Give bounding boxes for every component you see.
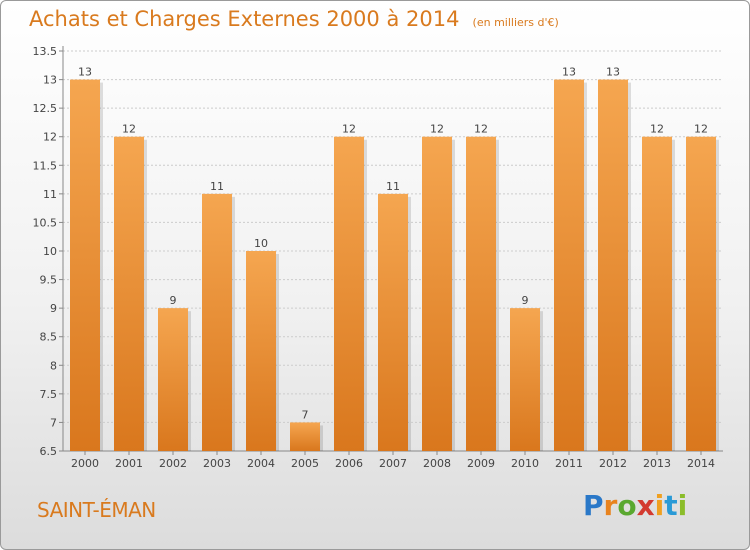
logo-letter: r [603,489,618,522]
y-tick-label: 12 [43,131,57,144]
x-tick-label: 2000 [71,457,99,470]
bar-value-label: 12 [474,123,488,136]
y-tick-label: 9 [50,302,57,315]
x-tick-label: 2006 [335,457,363,470]
bar-2005 [290,422,320,451]
bar-value-label: 9 [170,294,177,307]
logo-letter: P [583,489,604,522]
x-tick-label: 2010 [511,457,539,470]
bar-value-label: 7 [302,408,309,421]
x-tick-label: 2013 [643,457,671,470]
y-tick-label: 7 [50,416,57,429]
logo-letter: i [654,489,665,522]
bar-value-label: 12 [342,123,356,136]
bar-value-label: 12 [430,123,444,136]
bar-value-label: 11 [386,180,400,193]
y-tick-label: 10.5 [33,216,58,229]
bar-value-label: 12 [122,123,136,136]
proxiti-logo: Proxiti [583,489,687,522]
bar-value-label: 12 [650,123,664,136]
y-tick-label: 9.5 [40,274,58,287]
y-tick-label: 8.5 [40,331,58,344]
bar-2010 [510,308,540,451]
location-name: SAINT-ÉMAN [37,498,156,522]
y-tick-label: 13.5 [33,45,58,58]
bar-2002 [158,308,188,451]
x-tick-label: 2008 [423,457,451,470]
bar-value-label: 9 [522,294,529,307]
chart-title-group: Achats et Charges Externes 2000 à 2014 (… [29,7,559,31]
bar-2003 [202,193,232,451]
bar-value-label: 11 [210,180,224,193]
y-tick-label: 12.5 [33,102,58,115]
x-tick-label: 2007 [379,457,407,470]
x-tick-label: 2001 [115,457,143,470]
x-tick-label: 2003 [203,457,231,470]
chart-title: Achats et Charges Externes 2000 à 2014 [29,7,460,31]
bars [70,79,719,452]
bar-2009 [466,136,496,451]
bar-2014 [686,136,716,451]
bar-2006 [334,136,364,451]
x-tick-label: 2009 [467,457,495,470]
chart-subtitle: (en milliers d'€) [472,16,559,29]
x-tick-label: 2005 [291,457,319,470]
bar-2008 [422,136,452,451]
y-tick-label: 11.5 [33,159,58,172]
bar-2013 [642,136,672,451]
x-tick-label: 2004 [247,457,275,470]
x-tick-label: 2014 [687,457,715,470]
bar-2000 [70,79,100,452]
x-tick-label: 2011 [555,457,583,470]
bar-value-label: 13 [78,66,92,79]
data-labels: 13 12 9 11 10 7 12 11 12 12 9 13 13 12 12 [78,66,708,422]
bar-2001 [114,136,144,451]
x-tick-label: 2002 [159,457,187,470]
bar-2012 [598,79,628,452]
y-tick-label: 11 [43,188,57,201]
y-tick-label: 10 [43,245,57,258]
bar-2011 [554,79,584,452]
bar-value-label: 10 [254,237,268,250]
bar-2007 [378,193,408,451]
y-tick-label: 13 [43,74,57,87]
bar-value-label: 13 [606,66,620,79]
logo-letter: o [617,489,637,522]
bar-2004 [246,251,276,451]
bar-value-label: 12 [694,123,708,136]
y-tick-label: 7.5 [40,388,58,401]
logo-letter: x [636,489,655,522]
y-tick-label: 8 [50,359,57,372]
y-tick-label: 6.5 [40,445,58,458]
logo-letter: i [677,489,688,522]
x-tick-label: 2012 [599,457,627,470]
logo-letter: t [664,489,678,522]
bar-value-label: 13 [562,66,576,79]
